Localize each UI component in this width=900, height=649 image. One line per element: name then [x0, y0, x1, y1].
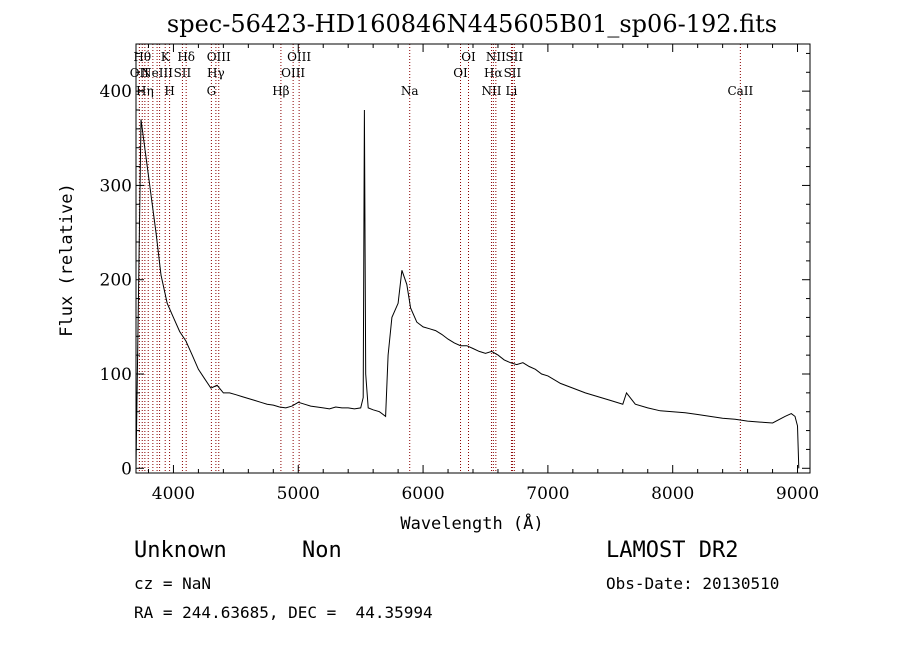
line-label: Na [401, 84, 419, 98]
y-tick-label: 100 [100, 365, 132, 385]
object-subclass: Non [302, 538, 342, 563]
line-label: NII [481, 84, 501, 98]
plot-frame [135, 43, 811, 474]
y-tick-label: 300 [100, 176, 132, 196]
x-tick-label: 5000 [277, 484, 320, 504]
x-tick-label: 6000 [401, 484, 444, 504]
line-label: NII [486, 50, 506, 64]
chart-title: spec-56423-HD160846N445605B01_sp06-192.f… [167, 10, 777, 38]
y-axis-label: Flux (relative) [57, 183, 77, 337]
redshift-text: cz = NaN [134, 574, 212, 593]
y-axis-ticks: 0 100 200 300 400 [100, 52, 810, 479]
line-label: OI [453, 66, 468, 80]
line-label: SII [504, 66, 522, 80]
spectrum-line [135, 109, 800, 469]
x-tick-label: 4000 [152, 484, 195, 504]
x-tick-label: 7000 [526, 484, 569, 504]
line-label: G [207, 84, 217, 98]
line-label: K [161, 50, 171, 64]
line-label: Hη [136, 84, 154, 98]
line-label: OIII [287, 50, 311, 64]
x-axis-label: Wavelength (Å) [400, 512, 543, 534]
line-label: Hα [484, 66, 503, 80]
y-tick-label: 0 [121, 459, 132, 479]
spectral-line-labels: OIIHθHηNeIIIKHSIIHδGHγOIIIHβOIIIOIIINaOI… [130, 50, 754, 98]
y-tick-label: 400 [100, 82, 132, 102]
x-tick-label: 9000 [776, 484, 819, 504]
line-label: H [164, 84, 174, 98]
line-label: CaII [727, 84, 753, 98]
survey-name: LAMOST DR2 [606, 538, 739, 563]
line-label: NeIII [141, 66, 173, 80]
line-label: OIII [281, 66, 305, 80]
line-label: SII [505, 50, 523, 64]
object-class: Unknown [134, 538, 227, 563]
line-label: Hγ [207, 66, 225, 80]
x-axis-ticks: 4000 5000 6000 7000 8000 9000 [147, 44, 819, 504]
line-label: Li [506, 84, 518, 98]
obs-date: Obs-Date: 20130510 [606, 574, 780, 593]
line-label: SII [174, 66, 192, 80]
x-tick-label: 8000 [651, 484, 694, 504]
line-label: OIII [207, 50, 231, 64]
line-label: OII [130, 66, 150, 80]
line-label: Hβ [272, 84, 289, 98]
line-label: OI [461, 50, 476, 64]
y-tick-label: 200 [100, 271, 132, 291]
spectral-line-markers [138, 44, 741, 473]
coordinates-text: RA = 244.63685, DEC = 44.35994 [134, 603, 433, 622]
line-label: Hδ [177, 50, 195, 64]
